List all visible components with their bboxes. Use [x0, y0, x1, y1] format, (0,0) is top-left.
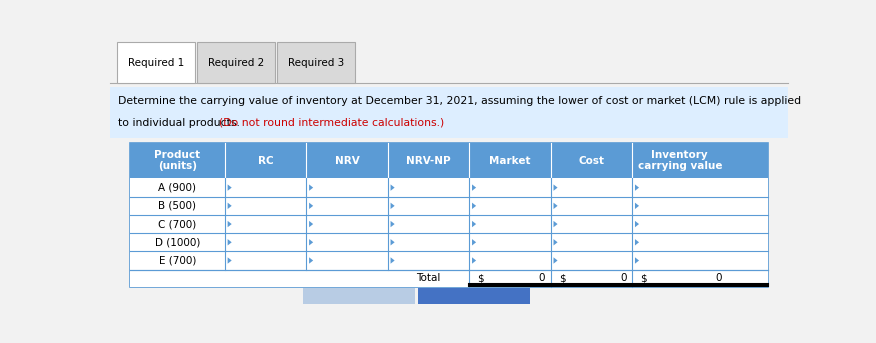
- Bar: [130, 197, 768, 215]
- Polygon shape: [554, 185, 558, 191]
- Polygon shape: [635, 185, 639, 191]
- Polygon shape: [554, 221, 558, 227]
- Polygon shape: [309, 257, 313, 264]
- Text: ‹  Required 1: ‹ Required 1: [319, 291, 399, 301]
- Bar: [419, 288, 530, 304]
- Bar: [277, 43, 356, 83]
- Text: to individual products.: to individual products.: [117, 118, 243, 128]
- Polygon shape: [472, 239, 477, 246]
- Text: Cost: Cost: [578, 156, 604, 166]
- Polygon shape: [228, 221, 231, 227]
- Polygon shape: [309, 221, 313, 227]
- Text: Required 2  ›: Required 2 ›: [434, 291, 514, 301]
- Bar: [130, 143, 768, 178]
- Text: Required 1: Required 1: [128, 58, 184, 68]
- Text: $: $: [477, 273, 484, 283]
- Text: B (500): B (500): [159, 201, 196, 211]
- Polygon shape: [309, 239, 313, 246]
- Polygon shape: [228, 257, 231, 264]
- Polygon shape: [391, 221, 394, 227]
- Polygon shape: [472, 257, 477, 264]
- Text: Market: Market: [490, 156, 531, 166]
- Polygon shape: [472, 221, 477, 227]
- Polygon shape: [554, 203, 558, 209]
- Polygon shape: [472, 203, 477, 209]
- Text: NRV-NP: NRV-NP: [406, 156, 451, 166]
- Polygon shape: [228, 239, 231, 246]
- Text: Required 3: Required 3: [288, 58, 344, 68]
- Polygon shape: [635, 221, 639, 227]
- Text: C (700): C (700): [159, 219, 196, 229]
- Polygon shape: [391, 239, 394, 246]
- Text: Total: Total: [416, 273, 441, 283]
- Polygon shape: [391, 203, 394, 209]
- Text: 0: 0: [539, 273, 546, 283]
- Text: Required 2: Required 2: [208, 58, 265, 68]
- Text: $: $: [559, 273, 566, 283]
- Bar: [130, 270, 768, 287]
- Bar: [303, 288, 415, 304]
- Text: (Do not round intermediate calculations.): (Do not round intermediate calculations.…: [220, 118, 445, 128]
- Text: Inventory
carrying value: Inventory carrying value: [638, 150, 722, 172]
- Text: 0: 0: [620, 273, 627, 283]
- Bar: [117, 43, 195, 83]
- Polygon shape: [554, 257, 558, 264]
- Text: D (1000): D (1000): [155, 237, 200, 247]
- Bar: [130, 215, 768, 233]
- Text: Determine the carrying value of inventory at December 31, 2021, assuming the low: Determine the carrying value of inventor…: [117, 96, 801, 106]
- Text: A (900): A (900): [159, 182, 196, 193]
- Text: Product
(units): Product (units): [154, 150, 201, 172]
- Polygon shape: [391, 257, 394, 264]
- Polygon shape: [635, 257, 639, 264]
- Polygon shape: [635, 239, 639, 246]
- Polygon shape: [472, 185, 477, 191]
- Bar: [130, 143, 768, 287]
- Bar: [130, 178, 768, 197]
- Text: $: $: [640, 273, 647, 283]
- Polygon shape: [635, 203, 639, 209]
- Text: E (700): E (700): [159, 256, 196, 265]
- Bar: [197, 43, 275, 83]
- Polygon shape: [228, 185, 231, 191]
- Text: RC: RC: [258, 156, 273, 166]
- Bar: [130, 233, 768, 251]
- Polygon shape: [554, 239, 558, 246]
- Bar: [130, 251, 768, 270]
- Bar: [110, 87, 788, 138]
- Text: 0: 0: [716, 273, 722, 283]
- Polygon shape: [391, 185, 394, 191]
- Text: NRV: NRV: [335, 156, 359, 166]
- Polygon shape: [228, 203, 231, 209]
- Polygon shape: [309, 185, 313, 191]
- Polygon shape: [309, 203, 313, 209]
